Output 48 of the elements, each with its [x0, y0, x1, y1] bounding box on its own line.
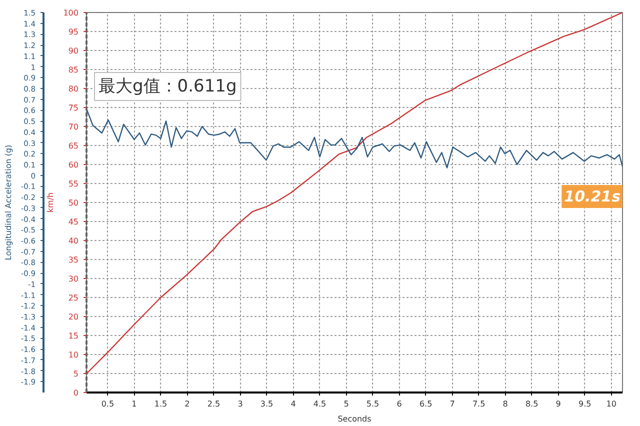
x-tick-label: 2 [184, 400, 190, 408]
x-tick-label: 0.5 [101, 400, 114, 408]
x-tick-label: 3 [238, 400, 243, 408]
annotation: 10.21s [564, 188, 621, 206]
y-tick-label: 60 [68, 160, 79, 170]
y2-axis-title: Longitudinal Acceleration (g) [4, 144, 13, 260]
y-tick-label: 35 [68, 256, 79, 264]
x-tick-label: 1 [132, 400, 137, 408]
x-tick-label: 6 [396, 400, 402, 408]
x-tick-label: 7.5 [472, 400, 486, 408]
annotation: 最大g值：0.611g [98, 76, 237, 96]
y-tick-label: 10 [68, 350, 79, 360]
x-tick-label: 8.5 [525, 400, 538, 408]
y-tick-label: 45 [68, 218, 79, 226]
y-tick-label: 65 [68, 142, 79, 150]
y-tick-label: 85 [68, 66, 79, 74]
x-tick-label: 2.5 [207, 400, 220, 408]
y-tick-label: 80 [68, 84, 79, 94]
x-tick-label: 6.5 [419, 400, 432, 408]
line-series [86, 12, 622, 374]
y-tick-label: 75 [68, 104, 79, 112]
x-tick-label: 10 [606, 400, 616, 408]
x-tick-label: 7 [450, 400, 455, 408]
y-tick-label: 30 [68, 274, 79, 284]
line-series [86, 110, 622, 168]
y-tick-label: 70 [68, 122, 79, 132]
x-tick-label: 5.5 [366, 400, 380, 408]
x-tick-label: 3.5 [260, 400, 274, 408]
y-tick-label: 5 [73, 370, 79, 378]
x-tick-label: 4 [290, 400, 296, 408]
y-tick-label: 0 [73, 388, 79, 398]
y-tick-label: 40 [68, 236, 79, 246]
x-tick-label: 8 [502, 400, 508, 408]
x-tick-label: 9 [556, 400, 561, 408]
y-tick-label: 15 [68, 332, 79, 340]
x-axis-title: Seconds [338, 414, 372, 424]
y-tick-label: 100 [63, 8, 79, 18]
y-tick-label: 20 [68, 312, 79, 322]
x-tick-label: 1.5 [154, 400, 168, 408]
y-tick-label: 55 [68, 180, 79, 188]
x-tick-label: 4.5 [313, 400, 326, 408]
y-tick-label: 90 [68, 46, 79, 56]
y-tick-label: 95 [68, 28, 79, 36]
x-tick-label: 5 [344, 400, 349, 408]
y-axis-title: km/h [46, 192, 56, 213]
y-tick-label: 25 [68, 294, 79, 302]
y-tick-label: 50 [68, 198, 79, 208]
x-tick-label: 9.5 [578, 400, 592, 408]
